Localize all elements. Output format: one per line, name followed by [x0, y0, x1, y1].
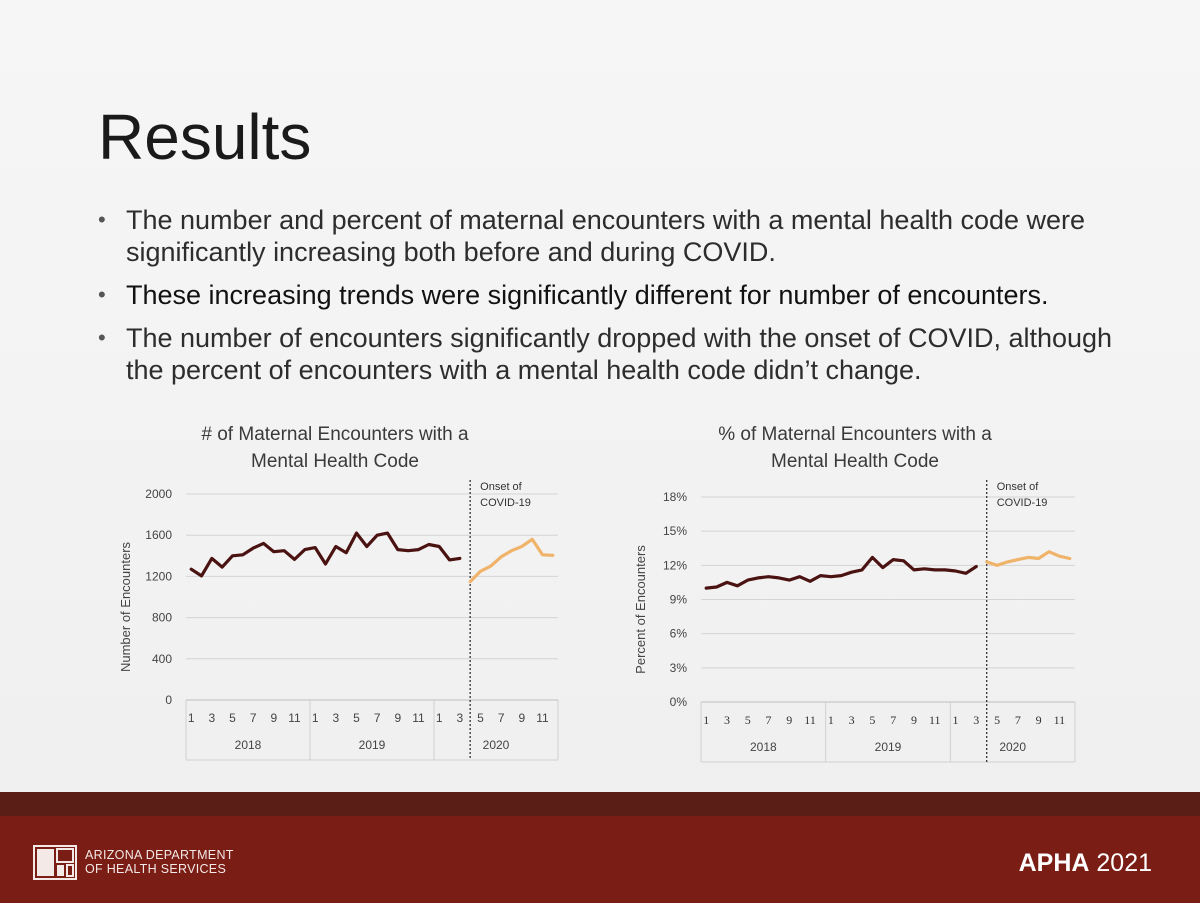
- x-tick-label: 7: [250, 711, 257, 725]
- y-tick-label: 0%: [670, 695, 688, 709]
- chart-title-line: Mental Health Code: [251, 451, 419, 472]
- chart-title-line: Mental Health Code: [771, 451, 939, 472]
- y-tick-label: 12%: [663, 558, 687, 572]
- covid-annotation: Onset of: [997, 481, 1040, 493]
- bullet-item: These increasing trends were significant…: [96, 279, 1156, 311]
- year-label: 2018: [235, 738, 262, 752]
- footer-bar: ARIZONA DEPARTMENT OF HEALTH SERVICES AP…: [0, 792, 1200, 903]
- x-tick-label: 9: [518, 711, 525, 725]
- y-tick-label: 1200: [145, 569, 172, 583]
- x-tick-label: 7: [766, 713, 772, 727]
- chart-title-line: # of Maternal Encounters with a: [201, 424, 469, 445]
- y-tick-label: 18%: [663, 490, 687, 504]
- y-tick-label: 1600: [145, 528, 172, 542]
- x-tick-label: 9: [911, 713, 917, 727]
- x-tick-label: 9: [270, 711, 277, 725]
- y-axis-label: Number of Encounters: [118, 541, 133, 672]
- chart-number-encounters: # of Maternal Encounters with a Mental He…: [118, 424, 559, 761]
- covid-annotation: COVID-19: [997, 497, 1048, 509]
- x-tick-label: 5: [994, 713, 1000, 727]
- bullet-item: The number and percent of maternal encou…: [96, 204, 1156, 268]
- y-tick-label: 0: [165, 693, 172, 707]
- chart-percent-encounters: % of Maternal Encounters with a Mental He…: [633, 424, 1076, 763]
- x-tick-label: 1: [953, 713, 959, 727]
- event-name: APHA: [1018, 849, 1090, 877]
- x-tick-label: 3: [456, 711, 463, 725]
- x-tick-label: 5: [745, 713, 751, 727]
- x-tick-label: 11: [804, 713, 816, 727]
- event-label: APHA 2021: [1019, 849, 1152, 878]
- logo-text: ARIZONA DEPARTMENT OF HEALTH SERVICES: [85, 848, 234, 876]
- logo-line1: ARIZONA DEPARTMENT: [85, 848, 234, 862]
- y-tick-label: 400: [152, 652, 172, 666]
- x-tick-label: 1: [828, 713, 834, 727]
- x-tick-label: 3: [973, 713, 979, 727]
- year-label: 2020: [483, 738, 510, 752]
- series-line-covid: [468, 537, 555, 584]
- x-tick-label: 3: [332, 711, 339, 725]
- series-line-pre-covid: [189, 531, 462, 578]
- covid-annotation: Onset of: [480, 481, 523, 493]
- x-tick-label: 11: [536, 711, 549, 725]
- y-tick-label: 6%: [670, 627, 688, 641]
- event-year: 2021: [1089, 849, 1152, 877]
- y-axis-label: Percent of Encounters: [633, 545, 648, 674]
- x-tick-label: 5: [477, 711, 484, 725]
- y-tick-label: 9%: [670, 593, 688, 607]
- year-label: 2019: [359, 738, 386, 752]
- y-tick-label: 2000: [145, 487, 172, 501]
- x-tick-label: 11: [929, 713, 941, 727]
- x-tick-label: 1: [312, 711, 319, 725]
- x-tick-label: 1: [703, 713, 709, 727]
- x-tick-label: 3: [208, 711, 215, 725]
- year-label: 2019: [875, 740, 902, 754]
- x-tick-label: 11: [412, 711, 425, 725]
- logo-line2: OF HEALTH SERVICES: [85, 862, 227, 876]
- x-tick-label: 5: [229, 711, 236, 725]
- x-tick-label: 1: [188, 711, 195, 725]
- x-tick-label: 7: [498, 711, 505, 725]
- x-tick-label: 7: [890, 713, 896, 727]
- covid-annotation: COVID-19: [480, 497, 531, 509]
- x-tick-label: 9: [1036, 713, 1042, 727]
- x-tick-label: 5: [353, 711, 360, 725]
- x-tick-label: 5: [869, 713, 875, 727]
- series-line-covid: [985, 550, 1072, 567]
- y-tick-label: 3%: [670, 661, 688, 675]
- x-tick-label: 7: [374, 711, 381, 725]
- footer-band: [0, 792, 1200, 816]
- x-tick-label: 7: [1015, 713, 1021, 727]
- x-tick-label: 1: [436, 711, 443, 725]
- year-label: 2020: [999, 740, 1026, 754]
- x-tick-label: 9: [394, 711, 401, 725]
- slide-title: Results: [98, 101, 312, 173]
- chart-title-line: % of Maternal Encounters with a: [718, 424, 992, 445]
- x-tick-label: 3: [849, 713, 855, 727]
- bullet-item: The number of encounters significantly d…: [96, 322, 1156, 386]
- bullet-list: The number and percent of maternal encou…: [96, 204, 1156, 397]
- adhs-logo-icon: [33, 845, 77, 880]
- x-tick-label: 11: [288, 711, 301, 725]
- x-tick-label: 9: [786, 713, 792, 727]
- x-tick-label: 3: [724, 713, 730, 727]
- x-tick-label: 11: [1054, 713, 1066, 727]
- year-label: 2018: [750, 740, 777, 754]
- y-tick-label: 15%: [663, 524, 687, 538]
- y-tick-label: 800: [152, 611, 172, 625]
- series-line-pre-covid: [704, 555, 978, 590]
